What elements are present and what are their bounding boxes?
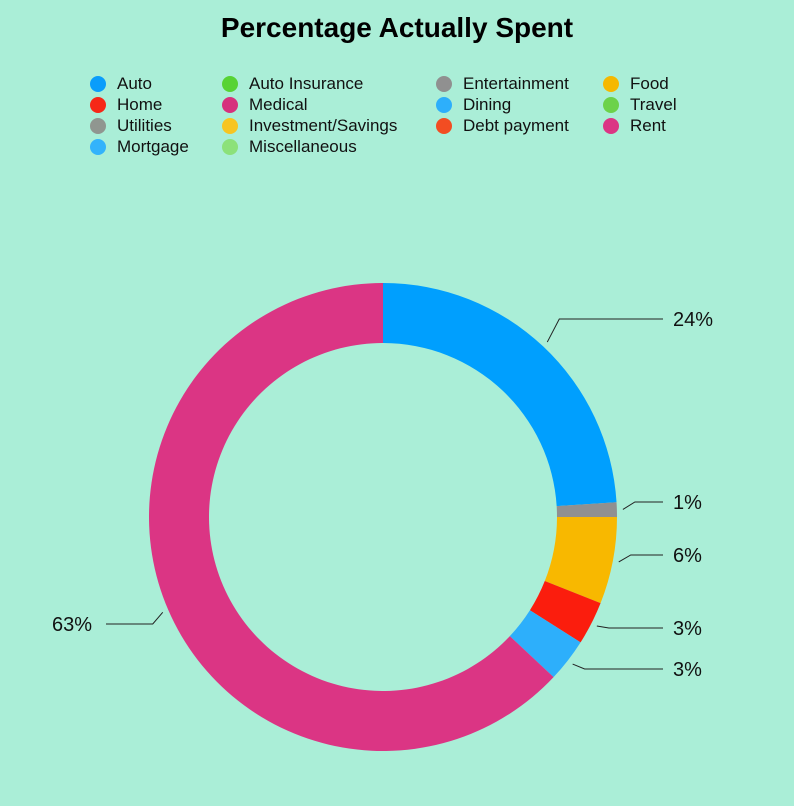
data-label: 63%	[52, 614, 92, 636]
donut-slice-entertainment	[556, 502, 617, 517]
leader-line	[596, 625, 663, 629]
donut-slice-home	[529, 581, 601, 643]
legend-item: Medical	[222, 94, 308, 115]
legend-item: Rent	[603, 115, 666, 136]
legend-item: Entertainment	[436, 73, 569, 94]
legend-label: Mortgage	[117, 137, 189, 156]
legend-swatch	[436, 97, 452, 113]
data-label: 3%	[673, 618, 702, 640]
donut-slice-dining	[509, 610, 581, 678]
data-label: 6%	[673, 545, 702, 567]
legend-item: Investment/Savings	[222, 115, 397, 136]
leader-line	[572, 663, 663, 670]
legend-item: Mortgage	[90, 136, 189, 157]
legend-item: Auto Insurance	[222, 73, 363, 94]
legend-swatch	[603, 76, 619, 92]
legend-label: Travel	[630, 95, 677, 114]
chart-legend: Auto Home Utilities Mortgage Auto Insurance M…	[0, 0, 794, 170]
donut-slice-rent	[149, 283, 554, 751]
legend-swatch	[603, 118, 619, 134]
legend-label: Debt payment	[463, 116, 569, 135]
legend-label: Utilities	[117, 116, 172, 135]
legend-label: Miscellaneous	[249, 137, 357, 156]
legend-swatch	[90, 76, 106, 92]
legend-swatch	[222, 97, 238, 113]
data-label: 3%	[673, 659, 702, 681]
donut-slice-auto	[383, 283, 617, 507]
legend-item: Debt payment	[436, 115, 569, 136]
legend-swatch	[90, 118, 106, 134]
legend-swatch	[90, 97, 106, 113]
legend-item: Travel	[603, 94, 677, 115]
legend-swatch	[90, 139, 106, 155]
legend-label: Auto Insurance	[249, 74, 364, 93]
leader-line	[106, 611, 164, 625]
data-label: 1%	[673, 492, 702, 514]
legend-item: Food	[603, 73, 669, 94]
legend-swatch	[222, 139, 238, 155]
legend-item: Home	[90, 94, 162, 115]
leader-line	[622, 501, 663, 510]
legend-item: Miscellaneous	[222, 136, 357, 157]
legend-label: Dining	[463, 95, 512, 114]
legend-label: Medical	[249, 95, 308, 114]
legend-item: Dining	[436, 94, 511, 115]
leader-line	[618, 554, 663, 563]
data-label: 24%	[673, 309, 713, 331]
legend-label: Entertainment	[463, 74, 569, 93]
legend-label: Investment/Savings	[249, 116, 398, 135]
chart-title: Percentage Actually Spent	[220, 12, 574, 43]
leader-line	[546, 318, 663, 343]
legend-label: Rent	[630, 116, 666, 135]
legend-swatch	[603, 97, 619, 113]
legend-item: Utilities	[90, 115, 172, 136]
legend-label: Home	[117, 95, 163, 114]
legend-item: Auto	[90, 73, 152, 94]
legend-swatch	[222, 118, 238, 134]
legend-swatch	[222, 76, 238, 92]
legend-swatch	[436, 76, 452, 92]
donut-slice-food	[544, 517, 617, 604]
legend-label: Auto	[117, 74, 152, 93]
legend-swatch	[436, 118, 452, 134]
legend-label: Food	[630, 74, 669, 93]
